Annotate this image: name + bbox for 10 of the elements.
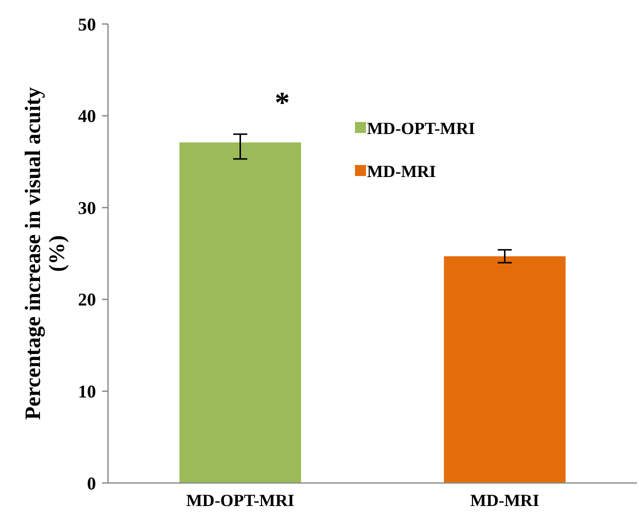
y-tick-label: 0: [87, 473, 96, 494]
y-axis-title: Percentage increase in visual acuity (%): [20, 87, 69, 420]
annotation: *: [274, 86, 290, 120]
y-tick-label: 10: [78, 382, 96, 402]
y-tick-label: 50: [78, 14, 96, 34]
y-tick-label: 40: [78, 106, 96, 126]
legend-label: MD-OPT-MRI: [367, 118, 476, 138]
y-tick-label: 20: [78, 290, 96, 310]
y-tick-label: 30: [78, 198, 96, 218]
legend-label: MD-MRI: [367, 162, 436, 181]
